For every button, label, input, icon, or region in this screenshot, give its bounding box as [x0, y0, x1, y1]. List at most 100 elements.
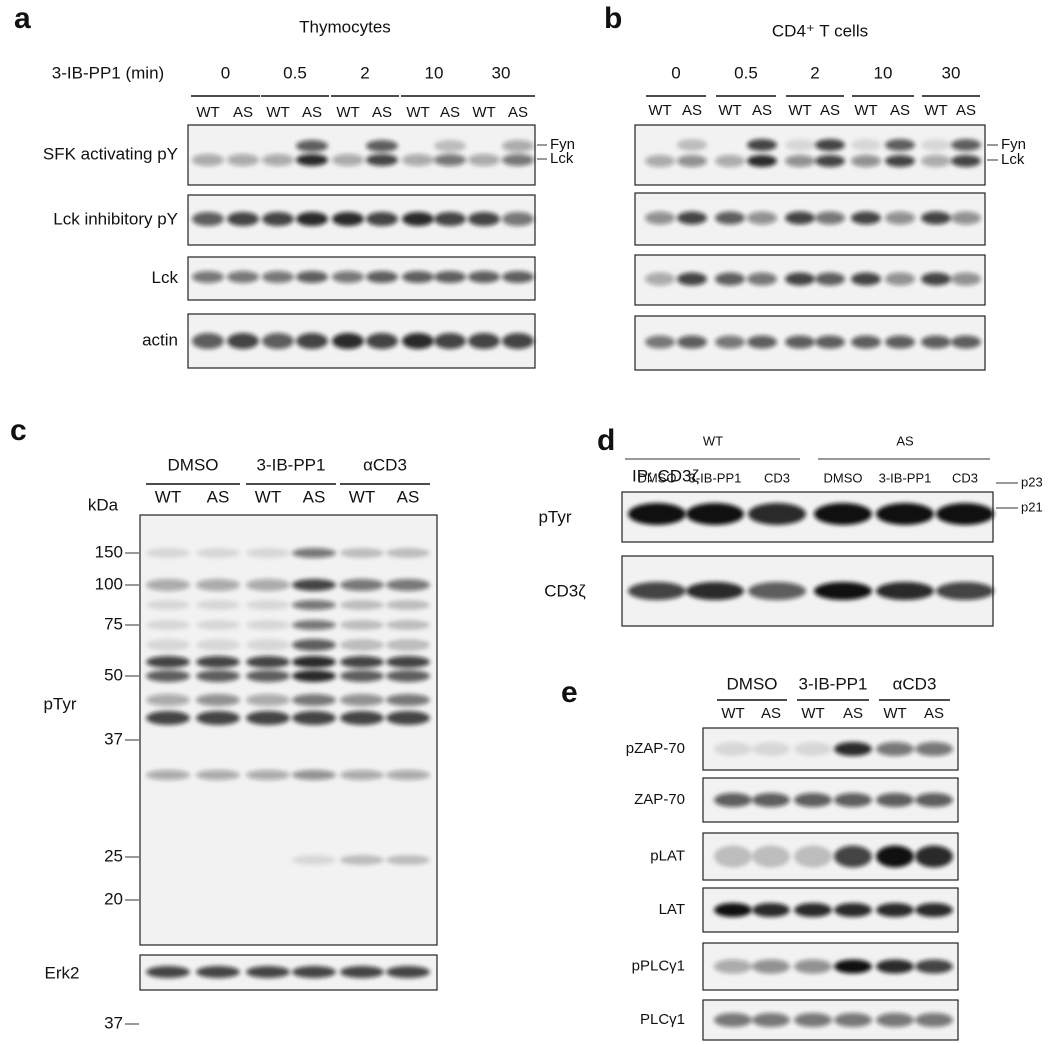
- band: [752, 793, 790, 807]
- band: [834, 1013, 872, 1027]
- band: [885, 272, 915, 286]
- blot-label: Erk2: [45, 963, 80, 982]
- panel-letter: a: [14, 2, 31, 35]
- band: [502, 140, 534, 152]
- band: [876, 742, 914, 756]
- band-label: p21: [1021, 499, 1043, 514]
- genotype-label: WT: [703, 433, 723, 448]
- time-label: 10: [425, 63, 444, 82]
- band: [146, 711, 190, 725]
- band: [851, 139, 881, 151]
- lane-label: DMSO: [824, 470, 863, 485]
- band: [292, 656, 336, 668]
- panel-letter: b: [604, 2, 622, 35]
- band: [468, 212, 500, 226]
- lane-label: WT: [854, 102, 877, 119]
- band: [146, 620, 190, 630]
- marker-label: 100: [95, 574, 123, 593]
- band: [686, 503, 744, 525]
- band: [146, 670, 190, 682]
- band: [386, 855, 430, 865]
- lane-label: WT: [255, 487, 281, 506]
- band: [296, 140, 328, 152]
- band: [292, 694, 336, 706]
- band: [196, 600, 240, 610]
- band: [715, 155, 745, 167]
- lane-label: AS: [924, 705, 944, 722]
- band: [785, 211, 815, 225]
- marker-label: 50: [104, 665, 123, 684]
- band: [885, 211, 915, 225]
- band: [292, 855, 336, 865]
- band: [146, 770, 190, 780]
- band: [794, 742, 832, 756]
- band: [794, 903, 832, 917]
- lane-label: AS: [372, 104, 392, 121]
- marker-label: 37: [104, 729, 123, 748]
- band: [815, 272, 845, 286]
- row-label: Lck: [152, 268, 179, 287]
- band: [386, 548, 430, 558]
- band: [645, 155, 675, 167]
- band: [677, 335, 707, 349]
- band: [386, 639, 430, 651]
- band: [434, 154, 466, 166]
- band: [915, 959, 953, 974]
- band: [402, 154, 434, 166]
- time-label: 10: [874, 63, 893, 82]
- band: [915, 793, 953, 807]
- band: [386, 770, 430, 780]
- marker-label: 20: [104, 889, 123, 908]
- marker-label: 25: [104, 846, 123, 865]
- lane-label: AS: [761, 705, 781, 722]
- panel-title: CD4⁺ T cells: [772, 21, 868, 40]
- band: [296, 212, 328, 226]
- band-label: Lck: [550, 150, 574, 167]
- row-label: PLCγ1: [640, 1011, 685, 1028]
- lane-label: WT: [721, 705, 744, 722]
- band: [951, 139, 981, 151]
- band: [814, 582, 872, 600]
- lane-label: 3-IB-PP1: [689, 470, 742, 485]
- band: [146, 639, 190, 651]
- band: [794, 793, 832, 807]
- band: [146, 694, 190, 706]
- band: [794, 959, 832, 974]
- time-label: 0.5: [283, 63, 307, 82]
- band: [628, 582, 686, 600]
- lane-label: WT: [266, 104, 289, 121]
- band: [386, 620, 430, 630]
- band: [951, 272, 981, 286]
- band: [715, 211, 745, 225]
- row-label: pZAP-70: [626, 740, 685, 757]
- row-label: LAT: [659, 901, 685, 918]
- band: [876, 582, 934, 600]
- band: [502, 154, 534, 166]
- band: [468, 154, 500, 166]
- band-label: Lck: [1001, 151, 1025, 168]
- time-label: 0: [671, 63, 680, 82]
- time-label: 30: [942, 63, 961, 82]
- row-label: pLAT: [650, 847, 685, 864]
- band: [834, 903, 872, 917]
- band: [752, 845, 790, 868]
- lane-label: WT: [801, 705, 824, 722]
- band: [752, 903, 790, 917]
- band: [851, 155, 881, 167]
- row-label: ZAP-70: [634, 791, 685, 808]
- band: [227, 271, 259, 283]
- band: [434, 333, 466, 349]
- lane-label: AS: [682, 102, 702, 119]
- band: [146, 656, 190, 668]
- band: [366, 140, 398, 152]
- band: [196, 770, 240, 780]
- band: [834, 793, 872, 807]
- band: [246, 620, 290, 630]
- band: [386, 711, 430, 725]
- lane-label: CD3: [952, 470, 978, 485]
- band: [815, 139, 845, 151]
- band: [876, 903, 914, 917]
- band: [468, 333, 500, 349]
- band: [747, 155, 777, 167]
- band: [366, 271, 398, 283]
